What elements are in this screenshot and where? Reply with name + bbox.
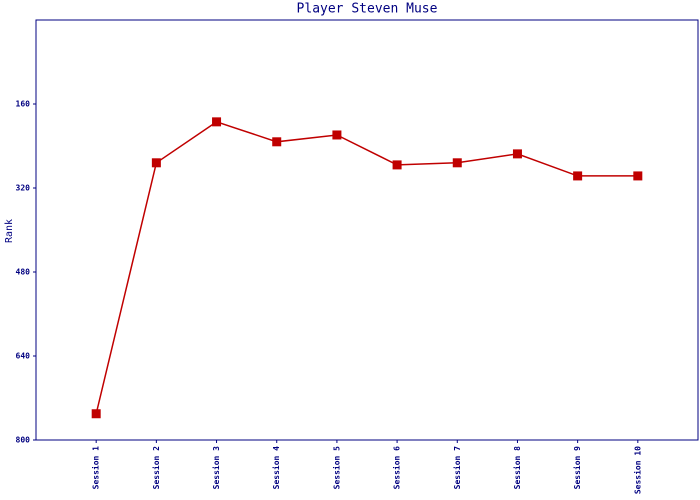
plot-frame xyxy=(35,19,699,441)
y-tick-label: 320 xyxy=(16,184,31,193)
data-point xyxy=(272,137,282,147)
x-tick-label: Session 6 xyxy=(392,446,402,490)
data-point xyxy=(392,160,402,170)
data-point xyxy=(151,158,161,168)
x-tick-label: Session 9 xyxy=(572,446,582,490)
data-point xyxy=(212,117,222,127)
y-tick-label: 480 xyxy=(16,268,31,277)
x-tick-label: Session 7 xyxy=(452,446,462,490)
data-point xyxy=(332,130,342,140)
x-tick-label: Session 3 xyxy=(211,446,221,490)
series-line xyxy=(95,121,638,414)
y-axis-label: Rank xyxy=(4,219,15,243)
y-tick-label: 160 xyxy=(16,100,31,109)
data-point xyxy=(633,171,643,181)
data-point xyxy=(573,171,583,181)
x-tick-label: Session 4 xyxy=(271,446,281,490)
x-tick-label: Session 8 xyxy=(512,446,522,490)
x-tick-label: Session 2 xyxy=(151,446,161,490)
x-tick-label: Session 10 xyxy=(632,446,642,494)
data-point xyxy=(512,149,522,159)
x-tick-label: Session 1 xyxy=(91,446,101,490)
chart-title: Player Steven Muse xyxy=(297,2,438,17)
y-tick-label: 800 xyxy=(16,436,31,445)
data-point xyxy=(452,158,462,168)
x-tick-label: Session 5 xyxy=(331,446,341,490)
data-point xyxy=(91,409,101,419)
y-tick-label: 640 xyxy=(16,352,31,361)
